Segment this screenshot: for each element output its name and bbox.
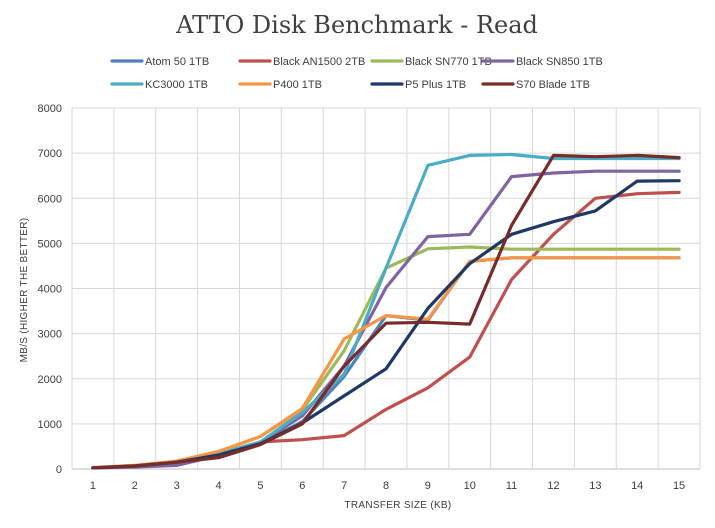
legend-label: KC3000 1TB [145, 79, 208, 91]
legend-label: P400 1TB [273, 79, 322, 91]
y-axis-label: MB/S (HIGHER THE BETTER) [19, 218, 30, 363]
x-tick-label: 12 [547, 480, 559, 492]
y-tick-label: 5000 [38, 238, 62, 250]
y-tick-label: 8000 [38, 103, 62, 115]
legend-label: P5 Plus 1TB [405, 79, 466, 91]
legend-label: Atom 50 1TB [145, 56, 209, 68]
series-line-s70-blade-1tb [91, 153, 681, 470]
legend-item: Black AN1500 2TB [238, 56, 365, 68]
series-lines [91, 152, 681, 470]
x-tick-label: 13 [589, 480, 601, 492]
x-tick-label: 4 [215, 480, 221, 492]
x-tick-label: 8 [383, 480, 389, 492]
legend-label: Black AN1500 2TB [273, 56, 365, 68]
x-tick-label: 11 [506, 480, 517, 492]
legend: Atom 50 1TB Black AN1500 2TB Black SN770 1… [110, 56, 603, 91]
x-tick-label: 1 [90, 480, 96, 492]
y-tick-label: 2000 [38, 374, 62, 386]
series-line-p400-1tb [91, 256, 681, 470]
legend-item: P400 1TB [238, 79, 322, 91]
y-tick-label: 6000 [38, 193, 62, 205]
y-axis-ticks: 0 1000 2000 3000 4000 5000 6000 7000 8000 [38, 103, 62, 476]
legend-item: P5 Plus 1TB [370, 79, 466, 91]
x-axis-ticks: 1 2 3 4 5 6 7 8 9 10 11 12 13 14 15 [90, 480, 685, 492]
x-tick-label: 2 [132, 480, 138, 492]
chart-title: ATTO Disk Benchmark - Read [175, 11, 538, 39]
x-tick-label: 3 [174, 480, 180, 492]
gridlines [71, 107, 701, 470]
legend-item: Black SN850 1TB [481, 56, 603, 68]
x-tick-label: 5 [257, 480, 263, 492]
y-tick-label: 3000 [38, 329, 62, 341]
legend-label: Black SN770 1TB [405, 56, 492, 68]
legend-item: Black SN770 1TB [370, 56, 492, 68]
y-tick-label: 0 [56, 464, 62, 476]
legend-item: S70 Blade 1TB [481, 79, 590, 91]
legend-item: KC3000 1TB [110, 79, 208, 91]
x-axis-label: TRANSFER SIZE (KB) [344, 500, 451, 511]
x-tick-label: 15 [673, 480, 685, 492]
y-tick-label: 7000 [38, 148, 62, 160]
x-tick-label: 7 [341, 480, 347, 492]
x-tick-label: 6 [299, 480, 305, 492]
x-tick-label: 14 [631, 480, 643, 492]
y-tick-label: 4000 [38, 284, 62, 296]
legend-label: S70 Blade 1TB [516, 79, 590, 91]
y-tick-label: 1000 [38, 419, 62, 431]
x-tick-label: 9 [425, 480, 431, 492]
legend-item: Atom 50 1TB [110, 56, 209, 68]
legend-label: Black SN850 1TB [516, 56, 603, 68]
x-tick-label: 10 [464, 480, 476, 492]
